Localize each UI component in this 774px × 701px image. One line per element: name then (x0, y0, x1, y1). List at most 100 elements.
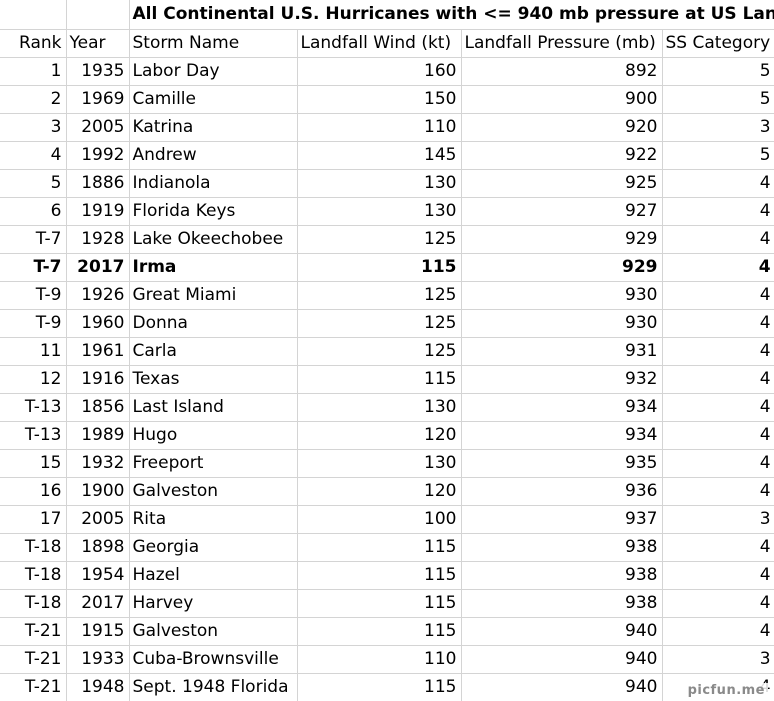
title-row: All Continental U.S. Hurricanes with <= … (0, 0, 774, 30)
table-row: T-18 2017 Harvey 115 938 4 (0, 589, 774, 618)
cell-landfall-pressure: 922 (461, 141, 663, 170)
cell-year: 1915 (66, 617, 130, 646)
cell-ss-category: 4 (662, 589, 774, 618)
cell-rank: 4 (0, 141, 67, 170)
header-storm-name: Storm Name (129, 29, 298, 58)
cell-landfall-pressure: 929 (461, 253, 663, 282)
cell-storm-name: Florida Keys (129, 197, 298, 226)
cell-year: 1960 (66, 309, 130, 338)
cell-rank: 11 (0, 337, 67, 366)
header-year: Year (66, 29, 130, 58)
cell-landfall-wind: 110 (297, 113, 462, 142)
table-row: T-21 1915 Galveston 115 940 4 (0, 617, 774, 646)
cell-landfall-pressure: 940 (461, 617, 663, 646)
cell-storm-name: Lake Okeechobee (129, 225, 298, 254)
cell-landfall-wind: 130 (297, 169, 462, 198)
cell-rank: 6 (0, 197, 67, 226)
cell-landfall-pressure: 934 (461, 393, 663, 422)
cell-rank: T-21 (0, 617, 67, 646)
table-row: T-21 1933 Cuba-Brownsville 110 940 3 (0, 645, 774, 674)
cell-rank: T-18 (0, 561, 67, 590)
table-row: 3 2005 Katrina 110 920 3 (0, 113, 774, 142)
watermark: picfun.me (684, 683, 768, 698)
table-row: 11 1961 Carla 125 931 4 (0, 337, 774, 366)
cell-year: 1969 (66, 85, 130, 114)
cell-rank: 15 (0, 449, 67, 478)
cell-rank: T-9 (0, 309, 67, 338)
cell-landfall-wind: 120 (297, 421, 462, 450)
cell-year: 1898 (66, 533, 130, 562)
cell-ss-category: 5 (662, 85, 774, 114)
cell-landfall-pressure: 925 (461, 169, 663, 198)
header-landfall-pressure: Landfall Pressure (mb) (461, 29, 663, 58)
cell-landfall-wind: 125 (297, 281, 462, 310)
cell-ss-category: 4 (662, 393, 774, 422)
cell-year: 1932 (66, 449, 130, 478)
cell-landfall-pressure: 892 (461, 57, 663, 86)
cell-rank: 16 (0, 477, 67, 506)
cell-landfall-pressure: 931 (461, 337, 663, 366)
cell-landfall-wind: 125 (297, 225, 462, 254)
cell-ss-category: 4 (662, 561, 774, 590)
cell-landfall-wind: 115 (297, 253, 462, 282)
cell-ss-category: 3 (662, 505, 774, 534)
cell-rank: 1 (0, 57, 67, 86)
cell-year: 2005 (66, 113, 130, 142)
table-row: 5 1886 Indianola 130 925 4 (0, 169, 774, 198)
cell-year: 2005 (66, 505, 130, 534)
cell-landfall-pressure: 940 (461, 673, 663, 701)
cell-landfall-pressure: 935 (461, 449, 663, 478)
cell-rank: T-9 (0, 281, 67, 310)
table-row: T-7 1928 Lake Okeechobee 125 929 4 (0, 225, 774, 254)
cell-landfall-wind: 120 (297, 477, 462, 506)
cell-rank: 5 (0, 169, 67, 198)
cell-storm-name: Indianola (129, 169, 298, 198)
cell-rank: T-13 (0, 393, 67, 422)
cell-landfall-wind: 130 (297, 393, 462, 422)
cell-landfall-wind: 160 (297, 57, 462, 86)
cell-landfall-pressure: 937 (461, 505, 663, 534)
cell-year: 1954 (66, 561, 130, 590)
cell-rank: T-7 (0, 225, 67, 254)
cell-rank: T-7 (0, 253, 67, 282)
cell-storm-name: Carla (129, 337, 298, 366)
table-row: 15 1932 Freeport 130 935 4 (0, 449, 774, 478)
cell-storm-name: Texas (129, 365, 298, 394)
cell-year: 2017 (66, 253, 130, 282)
cell-landfall-pressure: 920 (461, 113, 663, 142)
cell-landfall-wind: 125 (297, 309, 462, 338)
cell-ss-category: 4 (662, 281, 774, 310)
cell-landfall-pressure: 938 (461, 589, 663, 618)
cell-landfall-pressure: 934 (461, 421, 663, 450)
cell-storm-name: Rita (129, 505, 298, 534)
cell-year: 1919 (66, 197, 130, 226)
cell-year: 1948 (66, 673, 130, 701)
cell-landfall-wind: 130 (297, 449, 462, 478)
cell-year: 1928 (66, 225, 130, 254)
table-row: T-9 1926 Great Miami 125 930 4 (0, 281, 774, 310)
header-rank: Rank (0, 29, 67, 58)
cell-landfall-wind: 125 (297, 337, 462, 366)
cell-rank: T-21 (0, 673, 67, 701)
cell-landfall-wind: 115 (297, 589, 462, 618)
cell-storm-name: Sept. 1948 Florida (129, 673, 298, 701)
cell-year: 1989 (66, 421, 130, 450)
cell-landfall-wind: 145 (297, 141, 462, 170)
cell-year: 1926 (66, 281, 130, 310)
cell-year: 2017 (66, 589, 130, 618)
table-row: 1 1935 Labor Day 160 892 5 (0, 57, 774, 86)
cell-landfall-wind: 150 (297, 85, 462, 114)
table-row: T-13 1856 Last Island 130 934 4 (0, 393, 774, 422)
cell-ss-category: 3 (662, 645, 774, 674)
cell-ss-category: 4 (662, 617, 774, 646)
cell-rank: 3 (0, 113, 67, 142)
cell-storm-name: Freeport (129, 449, 298, 478)
cell-rank: T-13 (0, 421, 67, 450)
cell-storm-name: Katrina (129, 113, 298, 142)
header-landfall-wind: Landfall Wind (kt) (297, 29, 462, 58)
header-ss-category: SS Category (662, 29, 774, 58)
cell-rank: 17 (0, 505, 67, 534)
cell-landfall-wind: 115 (297, 561, 462, 590)
cell-landfall-pressure: 927 (461, 197, 663, 226)
